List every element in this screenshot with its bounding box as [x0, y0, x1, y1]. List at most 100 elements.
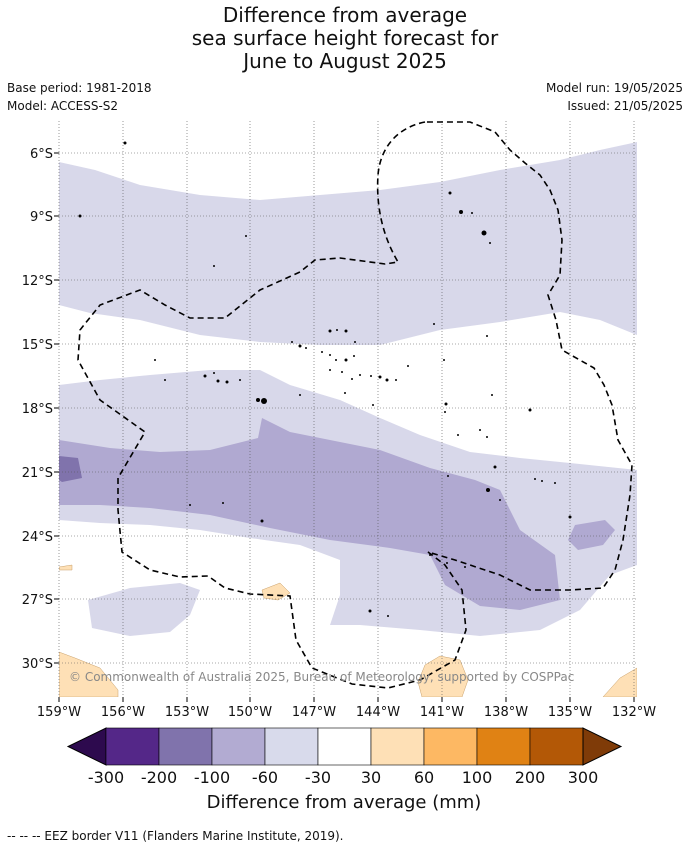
- anomaly-region-north: [59, 142, 637, 345]
- island: [239, 379, 241, 381]
- island: [370, 375, 372, 377]
- gridlines: [58, 121, 637, 697]
- island: [329, 369, 331, 371]
- colorbar: -300 -200 -100 -60 -30 30 60 100 200 300: [66, 727, 623, 787]
- island: [444, 411, 446, 413]
- longitude-labels: 159°W 156°W 153°W 150°W 147°W 144°W 141°W 138°W…: [37, 705, 656, 720]
- colorbar-segment: [476, 727, 531, 766]
- lon-label: 141°W: [420, 705, 464, 720]
- lon-label: 150°W: [228, 705, 272, 720]
- island: [354, 341, 356, 343]
- island: [291, 341, 293, 343]
- island: [568, 515, 572, 519]
- island: [493, 465, 497, 469]
- colorbar-segment: [158, 727, 213, 766]
- lat-label: 21°S: [22, 466, 53, 481]
- lon-label: 135°W: [548, 705, 592, 720]
- lon-label: 147°W: [292, 705, 336, 720]
- anomaly-region-southwest: [88, 583, 200, 636]
- colorbar-segment: [370, 727, 425, 766]
- island: [372, 404, 374, 406]
- positive-anomaly-3: [261, 582, 291, 601]
- colorbar-segment: [264, 727, 319, 766]
- islands: [78, 141, 572, 617]
- island: [203, 374, 207, 378]
- colorbar-label: -30: [305, 768, 331, 787]
- island: [78, 214, 82, 218]
- island: [491, 394, 493, 396]
- island: [479, 429, 481, 431]
- lon-label: 156°W: [101, 705, 145, 720]
- axis-ticks: [54, 152, 635, 702]
- title-line-2: sea surface height forecast for: [191, 26, 499, 50]
- title-line-1: Difference from average: [222, 3, 468, 27]
- copyright-text: © Commonwealth of Australia 2025, Bureau…: [69, 670, 574, 684]
- island: [256, 398, 260, 402]
- island: [499, 499, 501, 501]
- island: [457, 434, 459, 436]
- map-title: Difference from average sea surface heig…: [0, 4, 690, 73]
- lat-label: 9°S: [30, 210, 53, 225]
- island: [344, 392, 346, 394]
- colorbar-segment: [317, 727, 372, 766]
- island: [444, 402, 448, 406]
- colorbar-label: -100: [194, 768, 230, 787]
- latitude-labels: 6°S 9°S 12°S 15°S 18°S 21°S 24°S 27°S 30°S: [22, 147, 53, 672]
- island: [464, 566, 466, 568]
- island: [261, 398, 267, 404]
- island: [387, 615, 389, 617]
- island: [385, 378, 389, 382]
- island: [321, 351, 323, 353]
- positive-anomaly-2: [417, 655, 469, 697]
- island: [328, 329, 332, 333]
- island: [471, 212, 473, 214]
- colorbar-label: 30: [361, 768, 381, 787]
- island: [353, 355, 355, 357]
- island: [216, 379, 220, 383]
- colorbar-segment: [529, 727, 584, 766]
- island: [245, 235, 247, 237]
- island: [154, 359, 156, 361]
- island: [225, 380, 229, 384]
- lat-label: 18°S: [22, 402, 53, 417]
- island: [489, 242, 491, 244]
- colorbar-label: -300: [88, 768, 124, 787]
- title-line-3: June to August 2025: [243, 49, 447, 73]
- anomaly-region-core-east: [568, 520, 615, 550]
- island: [395, 379, 397, 381]
- island: [344, 358, 348, 362]
- eez-border: [77, 121, 633, 689]
- island: [222, 502, 224, 504]
- island: [368, 609, 372, 613]
- island: [344, 329, 348, 333]
- positive-anomaly-4: [602, 667, 637, 697]
- lat-label: 12°S: [22, 274, 53, 289]
- anomaly-region-core: [59, 418, 560, 610]
- colorbar-title: Difference from average (mm): [207, 792, 482, 813]
- island: [351, 378, 353, 380]
- island: [299, 394, 301, 396]
- island: [378, 375, 382, 379]
- island: [481, 230, 487, 236]
- colorbar-segment: [105, 727, 160, 766]
- lat-label: 6°S: [30, 147, 53, 162]
- colorbar-segment: [423, 727, 478, 766]
- eez-footnote: -- -- -- EEZ border V11 (Flanders Marine…: [7, 829, 344, 843]
- anomaly-fill: [59, 142, 637, 697]
- island: [123, 141, 127, 145]
- model-run: Model run: 19/05/2025: [545, 81, 683, 95]
- positive-anomaly-1: [59, 651, 119, 697]
- colorbar-label: 100: [462, 768, 493, 787]
- island: [298, 344, 302, 348]
- colorbar-extend-high: [582, 727, 623, 766]
- island: [336, 329, 338, 331]
- meta-left: Base period: 1981-2018 Model: ACCESS-S2: [7, 79, 152, 115]
- island: [554, 482, 556, 484]
- island: [359, 374, 361, 376]
- lat-label: 24°S: [22, 530, 53, 545]
- island: [486, 335, 488, 337]
- colorbar-label: 60: [414, 768, 434, 787]
- lon-label: 159°W: [37, 705, 81, 720]
- island: [534, 478, 536, 480]
